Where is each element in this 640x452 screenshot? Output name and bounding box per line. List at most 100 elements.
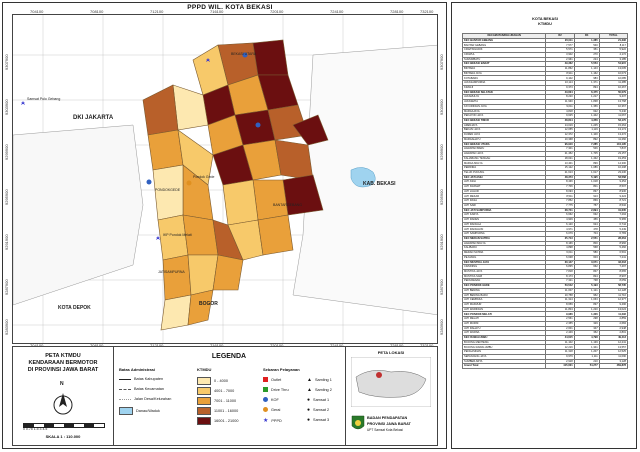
table-body: KEC BANTAR GEBANG 20,011 1,385 21,396 BANTAR… [461, 37, 629, 370]
coord-bot-1: 708100 [90, 343, 104, 348]
locator-title: PETA LOKASI [377, 350, 405, 355]
map-area[interactable]: DKI JAKARTA KOTA DEPOK BOGOR KAB. BEKASI… [12, 14, 438, 344]
table-title-2: KTMDU [538, 22, 552, 26]
map-title: PPPD WIL. KOTA BEKASI [187, 4, 273, 11]
label-pondok-gede: Pondok Gede [193, 175, 215, 179]
coord-bot-7: 732100 [420, 343, 434, 348]
service-title: Sebaran Pelayanan [263, 367, 300, 372]
map-svg [13, 15, 437, 343]
coord-left-6: 9283900 [4, 319, 9, 335]
cell-r4: 54,277 [573, 363, 600, 370]
service2-1: ▲ Samling 1 [307, 377, 332, 383]
service2-5: ● Samsat 3 [307, 417, 330, 423]
service2-2: ▲ Samling 2 [307, 387, 332, 393]
coord-right-1: 9303900 [439, 99, 444, 115]
label-bantargebang: BANTARGEBANG [273, 203, 302, 207]
coord-left-1: 9303900 [4, 99, 9, 115]
org-name: BADAN PENDAPATAN [367, 416, 408, 420]
cell-total: 469,878 [598, 363, 629, 370]
table-title-1: KOTA BEKASI [532, 17, 558, 21]
org-logo-icon [351, 415, 365, 430]
coord-right-3: 9295900 [439, 189, 444, 205]
coord-left-5: 9287900 [4, 279, 9, 295]
coord-bot-5: 724100 [330, 343, 344, 348]
label-jatisampurna: JATISAMPURNA [158, 270, 185, 274]
ktmdu-class-5: 16001 - 21000 [197, 417, 239, 425]
legend-heading: LEGENDA [211, 353, 247, 360]
coord-right-4: 9291900 [439, 234, 444, 250]
map-frame [2, 2, 447, 449]
label-dki: DKI JAKARTA [73, 115, 114, 121]
star-icon: ★ [263, 418, 269, 424]
ktmdu-class-3: 7001 - 11000 [197, 397, 236, 405]
org-name-3: UPT Samsat Kota Bekasi [367, 428, 403, 432]
cell-r2: 415,601 [545, 363, 575, 370]
scale-label: SKALA 1 : 110.000 [45, 434, 81, 439]
service-drive-thru: Drive Thru [263, 387, 289, 392]
service-pppd: ★ PPPD [263, 418, 282, 424]
scale-ticks: 0 0.75 1.5 3 4.5 [23, 427, 48, 431]
service2-4: ● Samsat 2 [307, 407, 330, 413]
coord-right-5: 9287900 [439, 279, 444, 295]
coord-bot-4: 720100 [270, 343, 284, 348]
coord-top-6: 728100 [390, 9, 404, 14]
coord-bot-6: 728100 [390, 343, 404, 348]
label-bekasi-utara: BEKASI UTARA [231, 52, 257, 56]
panel-title: PETA KTMDU KENDARAAN BERMOTOR DI PROVINS… [17, 353, 109, 374]
panel-title-line-2: KENDARAAN BERMOTOR [28, 360, 98, 366]
service-points [21, 52, 261, 240]
label-pondokgede: PONDOKGEDE [155, 188, 181, 192]
lake [350, 167, 376, 188]
coord-right-2: 9299900 [439, 144, 444, 160]
admin-item-danau: Danau/Waduk [119, 407, 160, 415]
ktmdu-table: KECAMATAN/KELURAHAN R2 R4 TOTAL KEC BANT… [461, 33, 629, 370]
coord-top-1: 708100 [90, 9, 104, 14]
ktmdu-class-4: 11001 - 16000 [197, 407, 238, 415]
coord-bot-3: 716100 [210, 343, 224, 348]
panel-title-line-1: PETA KTMDU [45, 353, 81, 359]
coord-bot-0: 704100 [30, 343, 44, 348]
north-arrow-icon [53, 393, 73, 415]
admin-item-jalan: Jalan Desa/Kelurahan [119, 397, 171, 401]
coord-left-2: 9299900 [4, 144, 9, 160]
dki-region [13, 124, 144, 306]
cell-name: Grand Total [461, 363, 547, 370]
coord-top-4: 720100 [270, 9, 284, 14]
label-depok: KOTA DEPOK [58, 305, 91, 311]
label-kab-bekasi: KAB. BEKASI [363, 181, 396, 187]
coord-top-0: 704100 [30, 9, 44, 14]
coord-left-0: 9307900 [4, 54, 9, 70]
locator-map [351, 357, 431, 407]
north-label: N [60, 381, 64, 387]
coord-left-3: 9295900 [4, 189, 9, 205]
label-samsat-pulo-gebang: Samsat Pulo Gebang [27, 97, 61, 101]
service-gerai: Gerai [263, 407, 280, 412]
coord-top-7: 732100 [420, 9, 434, 14]
kelurahan-polygons [142, 39, 329, 331]
label-ikp: IKP Pondok Melati [163, 233, 192, 237]
admin-item-kabupaten: Batas Kabupaten [119, 377, 163, 381]
scale-bar [23, 423, 105, 428]
legend-block: LEGENDA Batas Administrasi Batas Kabupat… [113, 347, 346, 445]
coord-bot-2: 712100 [150, 343, 164, 348]
locator-block: PETA LOKASI BADAN PENDAPATAN PROVINSI JA… [345, 347, 437, 445]
ktmdu-class-2: 4001 - 7000 [197, 387, 234, 395]
panel-title-line-3: DI PROVINSI JAWA BARAT [27, 367, 99, 373]
coord-right-0: 9307900 [439, 54, 444, 70]
coord-right-6: 9283900 [439, 319, 444, 335]
table-row: Grand Total 415,601 54,277 469,878 [461, 363, 629, 370]
title-block: PETA KTMDU KENDARAAN BERMOTOR DI PROVINS… [13, 347, 114, 445]
service-outlet: Outlet [263, 377, 281, 382]
table-panel: KOTA BEKASI KTMDU KECAMATAN/KELURAHAN R2… [451, 2, 637, 449]
service-kof: KOF [263, 397, 279, 402]
coord-top-5: 724100 [330, 9, 344, 14]
admin-title: Batas Administrasi [119, 367, 156, 372]
admin-item-kecamatan: Batas Kecamatan [119, 387, 164, 391]
coord-top-2: 712100 [150, 9, 164, 14]
label-bogor: BOGOR [199, 301, 218, 307]
org-name-2: PROVINSI JAWA BARAT [367, 422, 411, 426]
legend-panel: PETA KTMDU KENDARAAN BERMOTOR DI PROVINS… [12, 346, 438, 446]
table-title: KOTA BEKASI KTMDU [452, 17, 638, 27]
ktmdu-class-1: 0 - 4000 [197, 377, 228, 385]
coord-left-4: 9291900 [4, 234, 9, 250]
